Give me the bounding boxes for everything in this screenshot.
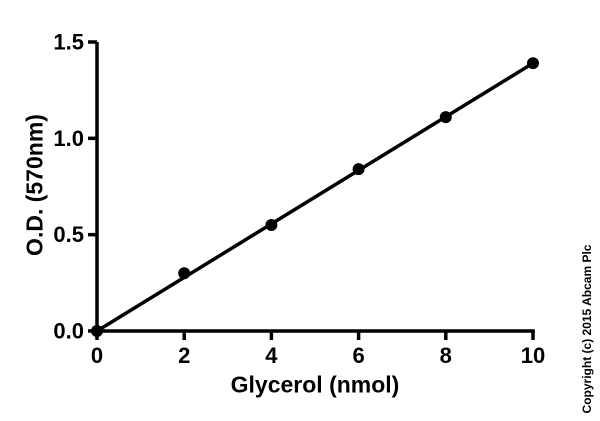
y-axis-tick-label: 1.0 <box>53 126 84 151</box>
data-point-marker <box>265 219 278 232</box>
x-axis-tick-label: 2 <box>178 343 190 368</box>
data-point-marker <box>91 325 103 337</box>
data-point-marker <box>439 111 452 124</box>
x-axis-tick-label: 4 <box>265 343 278 368</box>
x-axis-tick-label: 0 <box>91 343 103 368</box>
copyright-watermark: Copyright (c) 2015 Abcam Plc <box>580 244 594 414</box>
data-point-marker <box>352 163 365 176</box>
x-axis-tick-label: 10 <box>521 343 545 368</box>
x-axis-tick-label: 6 <box>352 343 364 368</box>
fit-line <box>95 61 535 333</box>
y-axis-tick-label: 0.5 <box>53 222 84 247</box>
x-axis-label: Glycerol (nmol) <box>230 371 400 398</box>
data-point-marker <box>527 57 539 70</box>
y-axis-tick-label: 1.5 <box>53 30 84 55</box>
x-axis-tick-label: 8 <box>440 343 452 368</box>
data-point-marker <box>178 267 191 280</box>
y-axis-tick-label: 0.0 <box>53 319 84 344</box>
y-axis-label: O.D. (570nm) <box>21 114 48 256</box>
